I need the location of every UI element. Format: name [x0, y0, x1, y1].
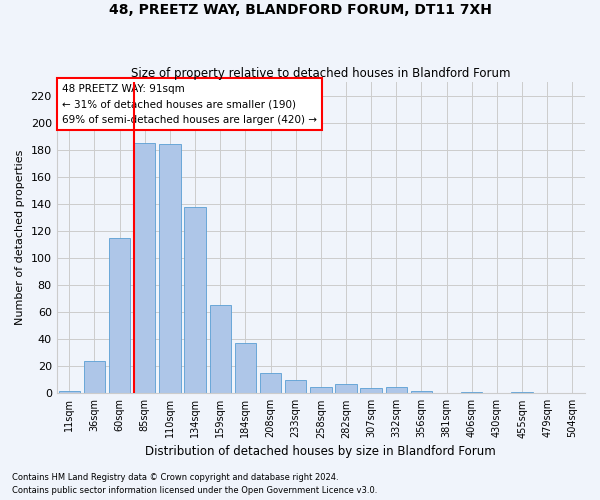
X-axis label: Distribution of detached houses by size in Blandford Forum: Distribution of detached houses by size … [145, 444, 496, 458]
Bar [335, 384, 356, 394]
Bar [184, 206, 206, 394]
Text: 48, PREETZ WAY, BLANDFORD FORUM, DT11 7XH: 48, PREETZ WAY, BLANDFORD FORUM, DT11 7X… [109, 2, 491, 16]
Bar [59, 390, 80, 394]
Bar [386, 386, 407, 394]
Bar [310, 386, 332, 394]
Bar [235, 343, 256, 394]
Bar [285, 380, 307, 394]
Text: 48 PREETZ WAY: 91sqm
← 31% of detached houses are smaller (190)
69% of semi-deta: 48 PREETZ WAY: 91sqm ← 31% of detached h… [62, 84, 317, 125]
Bar [159, 144, 181, 394]
Title: Size of property relative to detached houses in Blandford Forum: Size of property relative to detached ho… [131, 66, 511, 80]
Bar [84, 361, 105, 394]
Text: Contains HM Land Registry data © Crown copyright and database right 2024.
Contai: Contains HM Land Registry data © Crown c… [12, 474, 377, 495]
Bar [134, 143, 155, 394]
Y-axis label: Number of detached properties: Number of detached properties [15, 150, 25, 326]
Bar [461, 392, 482, 394]
Bar [260, 373, 281, 394]
Bar [361, 388, 382, 394]
Bar [511, 392, 533, 394]
Bar [411, 390, 432, 394]
Bar [209, 306, 231, 394]
Bar [109, 238, 130, 394]
